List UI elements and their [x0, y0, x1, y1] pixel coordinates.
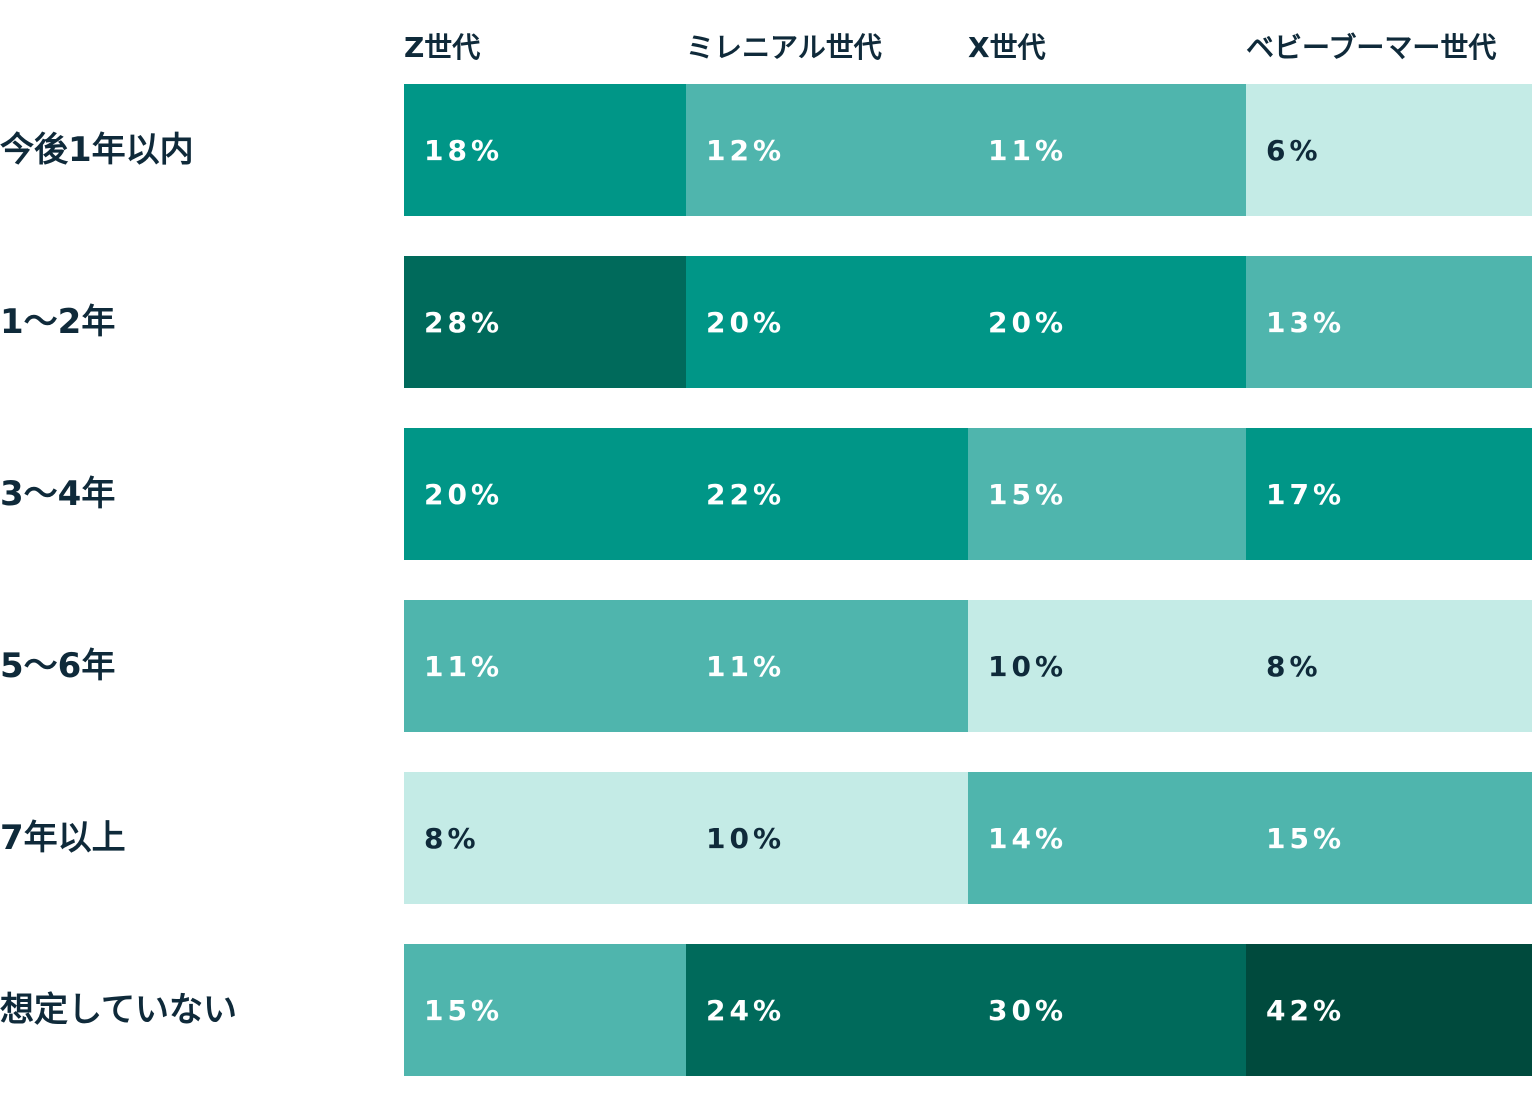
data-label: 15%: [1266, 821, 1346, 855]
column-header: Z世代: [404, 31, 481, 64]
heatmap-cell: 30%: [968, 944, 1246, 1076]
data-label: 11%: [424, 649, 504, 683]
heatmap-cell: 6%: [1246, 84, 1532, 216]
data-label: 11%: [988, 133, 1068, 167]
heatmap-cell: 20%: [968, 256, 1246, 388]
data-label: 22%: [706, 477, 786, 511]
data-label: 13%: [1266, 305, 1346, 339]
data-label: 17%: [1266, 477, 1346, 511]
data-label: 15%: [424, 993, 504, 1027]
heatmap-cell: 14%: [968, 772, 1246, 904]
heatmap-cell: 11%: [968, 84, 1246, 216]
row-label: 今後1年以内: [0, 130, 194, 170]
data-label: 30%: [988, 993, 1068, 1027]
heatmap-cell: 20%: [404, 428, 686, 560]
data-label: 20%: [988, 305, 1068, 339]
heatmap-cell: 15%: [404, 944, 686, 1076]
heatmap-cell: 24%: [686, 944, 968, 1076]
data-label: 10%: [706, 821, 786, 855]
heatmap-cell: 11%: [404, 600, 686, 732]
heatmap-cell: 8%: [404, 772, 686, 904]
data-label: 18%: [424, 133, 504, 167]
data-label: 14%: [988, 821, 1068, 855]
data-label: 42%: [1266, 993, 1346, 1027]
heatmap-cell: 42%: [1246, 944, 1532, 1076]
heatmap-cell: 15%: [968, 428, 1246, 560]
column-header: ベビーブーマー世代: [1246, 31, 1497, 64]
heatmap-cell: 28%: [404, 256, 686, 388]
heatmap-cell: 11%: [686, 600, 968, 732]
heatmap-cell: 17%: [1246, 428, 1532, 560]
heatmap-cell: 22%: [686, 428, 968, 560]
heatmap-cell: 13%: [1246, 256, 1532, 388]
row-label: 想定していない: [0, 990, 237, 1030]
data-label: 24%: [706, 993, 786, 1027]
data-label: 15%: [988, 477, 1068, 511]
column-header: X世代: [968, 31, 1046, 64]
row-label: 5〜6年: [0, 646, 116, 686]
data-label: 12%: [706, 133, 786, 167]
heatmap-cell: 15%: [1246, 772, 1532, 904]
data-label: 6%: [1266, 133, 1322, 167]
data-label: 8%: [424, 821, 480, 855]
heatmap-cell: 12%: [686, 84, 968, 216]
heatmap-cell: 20%: [686, 256, 968, 388]
data-label: 8%: [1266, 649, 1322, 683]
row-label: 7年以上: [0, 818, 126, 858]
data-label: 20%: [706, 305, 786, 339]
data-label: 10%: [988, 649, 1068, 683]
data-label: 11%: [706, 649, 786, 683]
row-label: 1〜2年: [0, 302, 116, 342]
row-label: 3〜4年: [0, 474, 116, 514]
heatmap-cell: 8%: [1246, 600, 1532, 732]
column-header: ミレニアル世代: [686, 31, 882, 64]
heatmap-cell: 18%: [404, 84, 686, 216]
data-label: 20%: [424, 477, 504, 511]
data-label: 28%: [424, 305, 504, 339]
heatmap-cell: 10%: [686, 772, 968, 904]
heatmap-cell: 10%: [968, 600, 1246, 732]
